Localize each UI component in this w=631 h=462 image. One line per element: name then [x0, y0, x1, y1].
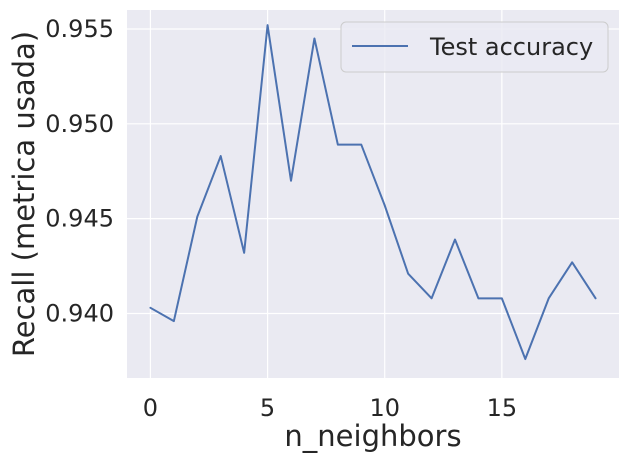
- legend-box: [340, 21, 609, 73]
- x-tick-labels: 0 5 10 15: [143, 394, 517, 422]
- x-tick-label: 0: [143, 394, 158, 422]
- x-axis-label: n_neighbors: [284, 419, 461, 453]
- series-line-test-accuracy: [149, 24, 597, 361]
- y-tick-labels: 0.940 0.945 0.950 0.955: [45, 15, 114, 328]
- legend: Test accuracy: [340, 21, 609, 73]
- x-tick-label: 5: [260, 394, 275, 422]
- legend-label-test-accuracy: Test accuracy: [429, 33, 593, 61]
- y-tick-label: 0.950: [45, 110, 114, 138]
- y-tick-label: 0.945: [45, 205, 114, 233]
- y-tick-label: 0.940: [45, 300, 114, 328]
- x-tick-label: 10: [369, 394, 400, 422]
- x-tick-label: 15: [487, 394, 518, 422]
- y-tick-label: 0.955: [45, 15, 114, 43]
- series-layer: [149, 24, 597, 361]
- y-axis-label: Recall (metrica usada): [7, 31, 41, 357]
